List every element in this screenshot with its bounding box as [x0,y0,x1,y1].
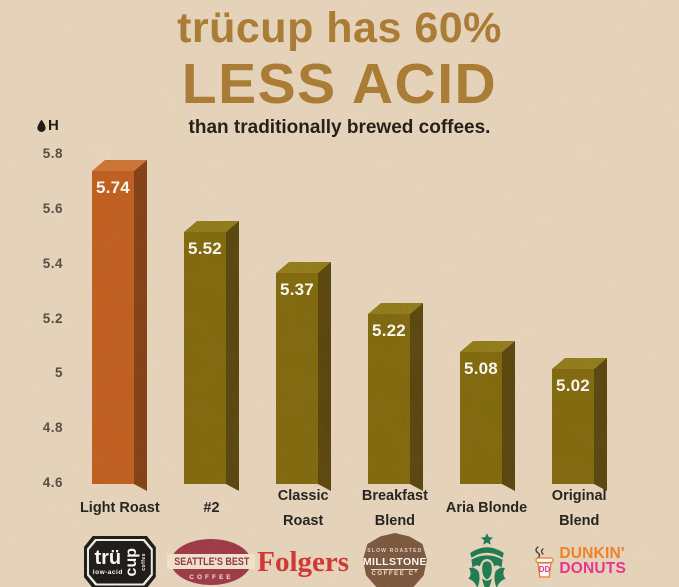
bar-chart-plot-area: 5.74 5.52 5.37 5.22 5.08 [74,155,626,491]
trucup-tagline: low-acid [92,568,123,576]
bar-folgers-classic-roast: 5.37 [276,262,332,491]
y-tick-label: 5.4 [42,255,63,271]
svg-text:DD: DD [539,565,551,574]
droplet-icon [37,119,46,132]
bar-value-label: 5.22 [372,321,406,340]
seattles-best-logo: SEATTLE'S BEST COFFEE [167,532,256,587]
bar-value-label: 5.52 [188,239,222,258]
trucup-wordmark-cup: cup [122,547,140,577]
bar-starbucks-aria-blonde: 5.08 [460,341,516,491]
coffee-cup-icon: DD [535,546,554,578]
y-tick-label: 5 [54,365,63,381]
bar-column-millstone: 5.22 [350,155,442,491]
x-label-cell-dunkin: Original Blend DD DUNKIN' DONUTS [532,486,626,587]
x-axis-labels-row: Light Roast trü low-acid cup coffee [74,486,626,587]
starbucks-logo [457,532,517,587]
y-tick-label: 4.8 [42,420,63,436]
trucup-logo: trü low-acid cup coffee [83,532,156,587]
starbucks-siren-icon [467,533,506,587]
bar-value-label: 5.37 [280,280,314,299]
category-label: #2 [203,500,220,517]
x-label-cell-trucup: Light Roast trü low-acid cup coffee [74,486,166,587]
bar-millstone-breakfast-blend: 5.22 [368,303,424,491]
category-label: Light Roast [79,500,160,517]
bar-trucup-light-roast: 5.74 [92,160,148,491]
y-tick-label: 5.2 [42,310,63,326]
bar-column-seattles-best: 5.52 [166,155,258,491]
trucup-wordmark-tru: trü [94,546,122,569]
page-title-line2: LESS ACID [181,52,498,116]
seattles-best-coffee-text: COFFEE [189,574,234,581]
bar-value-label: 5.02 [556,376,590,395]
bar-3d-shape [92,160,147,491]
category-label: Classic Roast [277,487,329,529]
seattles-best-wordmark: SEATTLE'S BEST [173,555,250,568]
category-label: Aria Blonde [445,500,528,517]
bar-seattles-best-2: 5.52 [184,221,240,491]
category-label: Original Blend [551,487,607,529]
bar-column-trucup: 5.74 [74,155,166,491]
trucup-wordmark-coffee: coffee [140,553,147,571]
y-axis-unit-letter: H [48,117,59,134]
y-axis: 5.8 5.6 5.4 5.2 5 4.8 4.6 [0,146,63,490]
page-title-line1: trücup has 60% [177,4,502,52]
x-label-cell-seattles-best: #2 SEATTLE'S BEST COFFEE [166,486,258,587]
folgers-wordmark: Folgers [257,545,350,578]
bar-dunkin-original-blend: 5.02 [552,358,608,491]
dunkin-wordmark-line2: DONUTS [559,560,627,577]
bar-value-label: 5.74 [96,178,130,197]
bar-3d-shape [184,221,239,491]
millstone-wordmark: MILLSTONE [362,555,427,568]
y-tick-label: 4.6 [42,475,63,490]
bar-column-dunkin: 5.02 [534,155,626,491]
folgers-logo: Folgers [257,532,349,587]
x-label-cell-millstone: Breakfast Blend SLOW ROASTED MILLSTONE C… [349,486,441,587]
y-axis-unit-label: H [36,117,59,134]
x-label-cell-folgers: Classic Roast Folgers [257,486,349,587]
dunkin-logo: DD DUNKIN' DONUTS [532,532,626,587]
y-tick-label: 5.8 [42,146,63,161]
bar-column-folgers: 5.37 [258,155,350,491]
millstone-logo: SLOW ROASTED MILLSTONE COFFEE Cº [362,532,427,587]
bar-column-starbucks: 5.08 [442,155,534,491]
millstone-arc-text: SLOW ROASTED [367,547,423,554]
bar-value-label: 5.08 [464,359,498,378]
category-label: Breakfast Blend [361,487,428,529]
y-tick-label: 5.6 [42,200,63,216]
x-label-cell-starbucks: Aria Blonde [441,486,533,587]
page-subtitle: than traditionally brewed coffees. [188,117,491,138]
millstone-coffee-co-text: COFFEE Cº [371,568,419,577]
